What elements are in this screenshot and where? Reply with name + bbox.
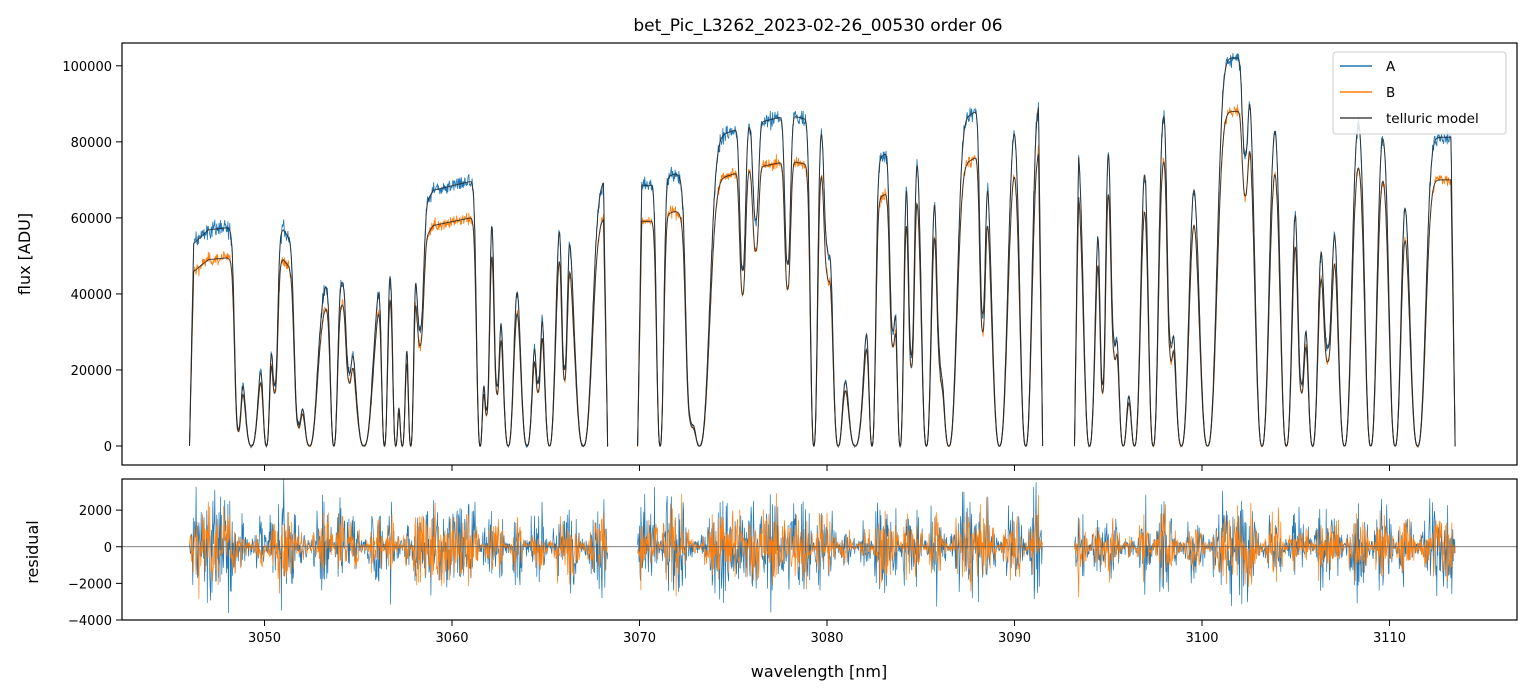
residual-b-line xyxy=(637,493,1043,597)
telluric-model-line xyxy=(189,181,609,448)
legend: A B telluric model xyxy=(1332,51,1507,135)
y-tick-label-residual: 2000 xyxy=(79,504,112,519)
spectrum-axes-frame xyxy=(121,42,1518,466)
legend-label-telluric: telluric model xyxy=(1386,111,1479,127)
chart-title: bet_Pic_L3262_2023-02-26_00530 order 06 xyxy=(633,16,1002,36)
residual-axes-frame xyxy=(121,478,1518,621)
y-tick-label-flux: 60000 xyxy=(71,212,112,227)
telluric-model-line xyxy=(637,154,1044,448)
y-axis-label-flux: flux [ADU] xyxy=(15,213,34,295)
legend-box xyxy=(1332,51,1507,135)
residual-a-line xyxy=(637,482,1043,613)
legend-label-a: A xyxy=(1386,59,1396,75)
y-tick-label-flux: 0 xyxy=(104,440,112,455)
x-tick-label: 3100 xyxy=(1185,631,1218,646)
y-axis-label-residual: residual xyxy=(23,520,42,583)
residual-panel: −4000 −2000 0 2000 3050 3060 3070 3080 3090 3100 3… xyxy=(23,478,1518,681)
x-tick-label: 3060 xyxy=(435,631,468,646)
y-tick-label-flux: 40000 xyxy=(71,288,112,303)
x-tick-label: 3070 xyxy=(623,631,656,646)
y-tick-label-residual: −4000 xyxy=(68,614,112,629)
y-tick-label-flux: 80000 xyxy=(71,136,112,151)
x-tick-label: 3050 xyxy=(248,631,281,646)
x-tick-label: 3110 xyxy=(1373,631,1406,646)
x-tick-label: 3090 xyxy=(998,631,1031,646)
spectrum-panel: 0 20000 40000 60000 80000 100000 flux [ADU] xyxy=(15,42,1518,471)
y-tick-label-residual: −2000 xyxy=(68,577,112,592)
y-tick-label-residual: 0 xyxy=(104,541,112,556)
telluric-model-line xyxy=(1074,110,1456,447)
residual-b-line xyxy=(189,501,608,599)
x-axis-label-wavelength: wavelength [nm] xyxy=(751,662,888,681)
telluric-model-line xyxy=(189,217,609,448)
x-tick-label: 3080 xyxy=(810,631,843,646)
y-tick-label-flux: 100000 xyxy=(62,60,112,75)
residual-b-line xyxy=(1074,502,1456,598)
legend-label-b: B xyxy=(1386,85,1395,101)
y-tick-label-flux: 20000 xyxy=(71,364,112,379)
